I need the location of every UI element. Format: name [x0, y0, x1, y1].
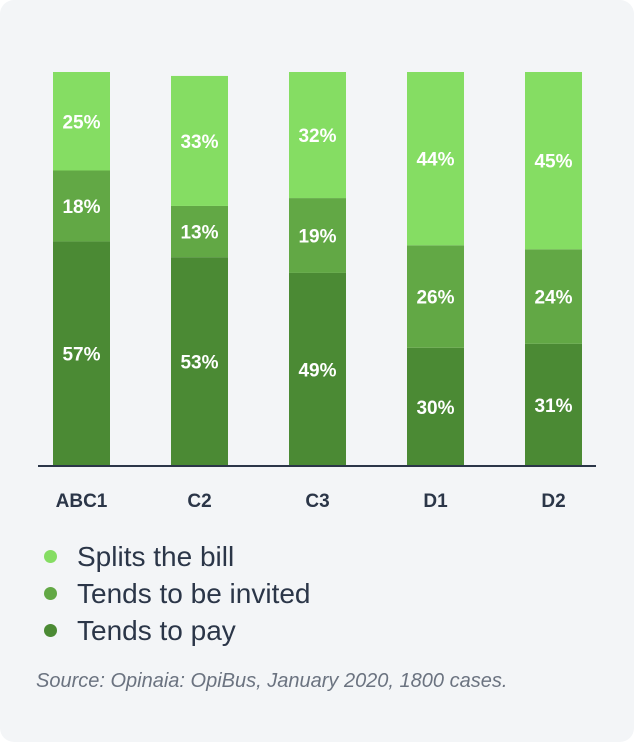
data-label-d1-tends-to-be-invited: 26% [416, 288, 454, 309]
legend-dot-icon [44, 550, 57, 563]
bar-d2-tends-to-be-invited [525, 249, 582, 344]
x-tick-label-c3: C3 [305, 491, 329, 512]
legend: Splits the bill Tends to be invited Tends … [44, 538, 311, 649]
data-label-d2-tends-to-pay: 31% [534, 396, 572, 417]
bar-d1-tends-to-be-invited [407, 245, 464, 348]
bar-c2-splits-the-bill [171, 75, 228, 206]
bar-d2-tends-to-pay [525, 343, 582, 466]
legend-dot-icon [44, 587, 57, 600]
legend-dot-icon [44, 624, 57, 637]
data-label-c2-splits-the-bill: 33% [180, 132, 218, 153]
data-label-c2-tends-to-be-invited: 13% [180, 223, 218, 244]
source-note: Source: Opinaia: OpiBus, January 2020, 1… [36, 670, 508, 692]
legend-label: Tends to pay [77, 614, 236, 646]
bar-c2-tends-to-pay [171, 257, 228, 466]
bar-d2-splits-the-bill [525, 72, 582, 250]
bar-c3-splits-the-bill [289, 72, 346, 199]
bar-abc1-splits-the-bill [53, 72, 110, 171]
legend-item-splits-the-bill: Splits the bill [44, 538, 311, 575]
data-label-c2-tends-to-pay: 53% [180, 353, 218, 374]
data-label-abc1-tends-to-pay: 57% [62, 345, 100, 366]
x-tick-label-c2: C2 [187, 491, 211, 512]
data-label-d1-splits-the-bill: 44% [416, 150, 454, 171]
data-label-c3-splits-the-bill: 32% [298, 126, 336, 147]
bar-abc1-tends-to-be-invited [53, 170, 110, 242]
legend-item-tends-to-pay: Tends to pay [44, 612, 311, 649]
data-label-d1-tends-to-pay: 30% [416, 398, 454, 419]
bar-abc1-tends-to-pay [53, 241, 110, 466]
bar-c3-tends-to-be-invited [289, 198, 346, 273]
legend-label: Splits the bill [77, 540, 235, 572]
data-label-abc1-tends-to-be-invited: 18% [62, 197, 100, 218]
x-tick-label-abc1: ABC1 [56, 491, 108, 512]
data-label-c3-tends-to-be-invited: 19% [298, 227, 336, 248]
data-label-d2-splits-the-bill: 45% [534, 152, 572, 173]
x-tick-labels: ABC1 C2 C3 D1 D2 [56, 491, 566, 512]
x-tick-label-d1: D1 [423, 491, 448, 512]
legend-label: Tends to be invited [77, 577, 311, 609]
data-label-c3-tends-to-pay: 49% [298, 360, 336, 381]
data-label-abc1-splits-the-bill: 25% [62, 112, 100, 133]
bar-c3-tends-to-pay [289, 272, 346, 466]
bar-d1-tends-to-pay [407, 347, 464, 466]
bars-group: 57% 18% 25% 53% 13% 33% 49% 19% 32% 30% 26% 44% 31% 2… [53, 72, 582, 466]
data-label-d2-tends-to-be-invited: 24% [534, 288, 572, 309]
bar-c2-tends-to-be-invited [171, 205, 228, 258]
bar-d1-splits-the-bill [407, 72, 464, 246]
x-tick-label-d2: D2 [541, 491, 565, 512]
legend-item-tends-to-be-invited: Tends to be invited [44, 575, 311, 612]
